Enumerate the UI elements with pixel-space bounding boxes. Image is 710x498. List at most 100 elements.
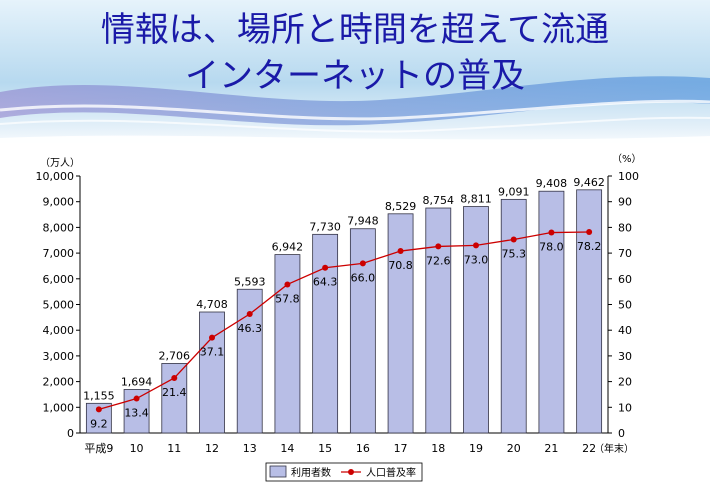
- bar-8: [349, 228, 376, 434]
- line-point-3: [171, 375, 178, 382]
- bar-value-label: 9,091: [498, 185, 530, 198]
- bar-value-label: 4,708: [196, 298, 228, 311]
- right-axis-tick-label: 40: [618, 324, 632, 337]
- line-point-12: [510, 236, 517, 243]
- line-value-label: 9.2: [90, 417, 108, 430]
- right-axis-tick-label: 80: [618, 221, 632, 234]
- legend-label-line: 人口普及率: [366, 466, 416, 479]
- line-series-path: [98, 231, 590, 410]
- x-axis-tick-label: 12: [205, 442, 219, 455]
- bar-11: [463, 206, 489, 434]
- bar-value-label: 9,408: [536, 177, 568, 190]
- line-value-label: 75.3: [501, 247, 526, 260]
- line-point-9: [397, 248, 404, 255]
- bar-14: [576, 189, 603, 434]
- bar-value-label: 1,694: [121, 375, 153, 388]
- left-axis-tick-label: 10,000: [36, 170, 75, 183]
- bar-9: [387, 213, 414, 434]
- left-axis-tick-label: 3,000: [43, 350, 75, 363]
- x-axis-tick-label: 17: [394, 442, 408, 455]
- x-axis-tick-label: 平成9: [84, 442, 113, 455]
- left-axis-tick-label: 1,000: [43, 401, 75, 414]
- line-point-6: [284, 281, 291, 288]
- x-axis-tick-label: 18: [431, 442, 445, 455]
- x-axis-tick-label: 14: [280, 442, 294, 455]
- line-value-label: 73.0: [464, 253, 489, 266]
- line-point-5: [246, 311, 253, 318]
- left-axis-tick-label: 9,000: [43, 196, 75, 209]
- right-axis-tick-label: 10: [618, 401, 632, 414]
- bar-value-label: 6,942: [272, 241, 304, 254]
- combo-chart: 0 1,000 2,000 3,000 4,000 5,000 6,000 7,000 8,00…: [36, 153, 642, 482]
- line-point-2: [133, 395, 140, 402]
- left-axis-tick-label: 8,000: [43, 221, 75, 234]
- line-value-label: 64.3: [313, 276, 338, 289]
- x-axis-tick-label: 15: [318, 442, 332, 455]
- x-axis-unit: （年末）: [594, 442, 634, 455]
- line-value-label: 66.0: [351, 271, 376, 284]
- bar-value-label: 1,155: [83, 389, 115, 402]
- bar-value-label: 7,730: [309, 220, 341, 233]
- bar-6: [274, 254, 301, 434]
- bar-value-label: 8,811: [460, 193, 492, 206]
- legend-label-bars: 利用者数: [291, 466, 331, 479]
- x-axis-tick-label: 11: [167, 442, 181, 455]
- x-axis-tick-label: 16: [356, 442, 370, 455]
- line-value-label: 70.8: [388, 259, 413, 272]
- legend-bar-swatch: [269, 465, 287, 478]
- x-axis-tick-label: 19: [469, 442, 483, 455]
- left-axis-tick-label: 0: [67, 427, 74, 440]
- bar-value-label: 2,706: [159, 349, 191, 362]
- bar-5: [236, 288, 263, 434]
- line-point-13: [548, 229, 555, 236]
- bar-value-label: 8,529: [385, 200, 417, 213]
- bar-12: [500, 198, 527, 434]
- right-axis-tick-label: 20: [618, 376, 632, 389]
- x-axis-tick-label: 13: [243, 442, 257, 455]
- bar-value-label: 5,593: [234, 275, 266, 288]
- legend-line-marker: [348, 469, 354, 475]
- left-axis-tick-label: 7,000: [43, 247, 75, 260]
- left-axis-tick-label: 5,000: [43, 299, 75, 312]
- left-axis-tick-label: 2,000: [43, 376, 75, 389]
- line-point-8: [359, 260, 366, 267]
- x-axis-tick-label: 22: [582, 442, 596, 455]
- line-point-1: [95, 406, 102, 413]
- right-axis-unit: （%）: [612, 153, 642, 165]
- right-axis-tick-label: 50: [618, 299, 632, 312]
- left-axis-unit: （万人）: [40, 157, 80, 169]
- line-point-11: [473, 242, 479, 249]
- bar-value-label: 7,948: [347, 215, 379, 228]
- line-point-10: [435, 243, 442, 250]
- slide-title-line-2: インターネットの普及: [185, 56, 525, 96]
- bar-10: [425, 207, 452, 434]
- x-axis-tick-label: 20: [507, 442, 521, 455]
- left-axis-tick-label: 6,000: [43, 273, 75, 286]
- line-value-label: 13.4: [124, 407, 149, 420]
- right-axis-tick-label: 100: [618, 170, 639, 183]
- right-axis-tick-label: 90: [618, 196, 632, 209]
- right-axis-tick-label: 0: [618, 427, 625, 440]
- x-axis-tick-label: 21: [544, 442, 558, 455]
- line-value-label: 72.6: [426, 254, 451, 267]
- decorative-banner: [0, 0, 710, 150]
- bar-4: [199, 311, 225, 434]
- right-axis-tick-label: 70: [618, 247, 632, 260]
- line-value-label: 37.1: [200, 346, 225, 359]
- line-value-label: 78.2: [577, 240, 602, 253]
- line-point-14: [586, 229, 593, 236]
- slide-title-line-1: 情報は、場所と時間を超えて流通: [100, 10, 610, 50]
- bar-13: [538, 190, 565, 434]
- line-value-label: 46.3: [237, 322, 262, 335]
- line-value-label: 21.4: [162, 386, 187, 399]
- line-value-label: 57.8: [275, 292, 300, 305]
- bar-value-label: 9,462: [573, 176, 605, 189]
- left-axis-tick-label: 4,000: [43, 324, 75, 337]
- right-axis-tick-label: 60: [618, 273, 632, 286]
- right-axis-tick-label: 30: [618, 350, 632, 363]
- line-point-4: [209, 334, 215, 341]
- line-value-label: 78.0: [539, 241, 564, 254]
- bar-value-label: 8,754: [423, 194, 455, 207]
- x-axis-tick-label: 10: [130, 442, 144, 455]
- bar-7: [312, 233, 339, 434]
